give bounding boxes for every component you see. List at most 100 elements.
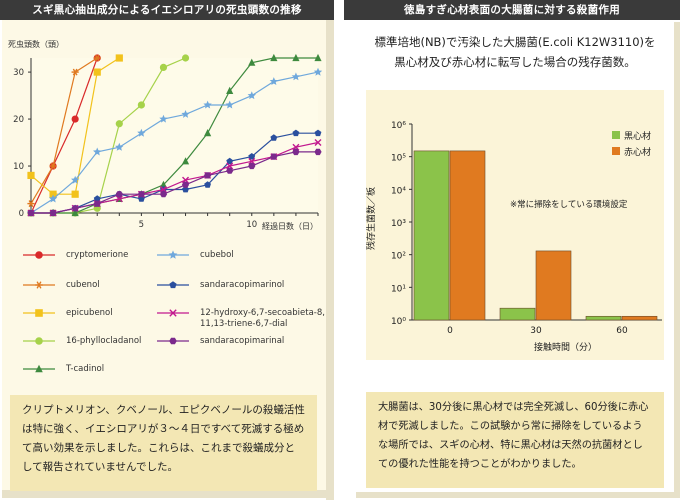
legend-swatch <box>23 364 55 373</box>
y-tick-label: 10² <box>391 252 406 262</box>
panel-shadow <box>2 490 326 498</box>
data-point <box>270 134 278 141</box>
data-point <box>248 58 256 66</box>
data-point <box>270 53 278 62</box>
data-point <box>93 147 102 156</box>
termite-line-chart: 死虫頭数（頭） 経過日数（日） 0 10 20 30 5 10 <box>8 39 323 231</box>
ecoli-bar-chart: 10⁰ 10¹ 10² 10³ 10⁴ 10⁵ 10⁶ 0 30 60 ※常に掃除をしている環境… <box>365 121 662 353</box>
data-point <box>248 153 256 160</box>
series-line <box>31 151 318 214</box>
data-point <box>35 364 43 373</box>
panel-shadow <box>674 22 680 498</box>
data-point <box>314 53 322 62</box>
legend-swatch <box>157 309 189 317</box>
legend-label: 16-phyllocladanol <box>66 336 142 346</box>
legend-label: sandaracopimarinol <box>200 280 285 290</box>
data-point <box>204 181 211 188</box>
x-tick-label: 10 <box>246 220 257 230</box>
data-point <box>35 281 43 289</box>
y-tick-label: 0 <box>19 209 24 219</box>
legend-swatch <box>157 281 189 289</box>
data-point <box>115 142 124 151</box>
cleaning-annotation: ※常に掃除をしている環境設定 <box>510 199 628 210</box>
data-point <box>269 77 278 85</box>
bar-red-heart <box>449 150 486 321</box>
data-point <box>27 209 35 217</box>
data-point <box>27 200 35 208</box>
data-point <box>71 68 79 76</box>
data-point <box>49 162 57 170</box>
legend-swatch <box>23 337 55 345</box>
data-point <box>226 86 234 94</box>
data-point <box>115 191 123 198</box>
termite-panel-header: スギ黒心抽出成分によるイエシロアリの死虫頭数の推移 <box>0 0 334 20</box>
bar-red-heart <box>621 315 658 321</box>
y-tick-label: 10⁶ <box>391 121 406 131</box>
legend-label: sandaracopimarinal <box>200 336 285 346</box>
data-point <box>137 128 146 137</box>
x-tick-label: 60 <box>616 326 628 336</box>
data-point <box>71 175 80 184</box>
data-point <box>115 120 123 128</box>
data-point <box>71 190 79 198</box>
data-point <box>27 171 35 180</box>
data-point <box>203 100 212 109</box>
data-point <box>71 205 79 212</box>
data-point <box>248 162 256 170</box>
data-point <box>169 309 177 317</box>
data-point <box>35 309 43 317</box>
y-tick-label: 10⁵ <box>391 154 406 164</box>
data-point <box>93 68 101 76</box>
y-tick-label: 30 <box>13 68 24 78</box>
data-point <box>71 115 79 123</box>
marker-stroke <box>50 162 56 170</box>
data-point <box>270 153 278 160</box>
termite-description: クリプトメリオン、クベノール、エピクベノールの殺蟻活性は特に強く、イエシロアリが… <box>10 395 317 491</box>
legend-label: T-cadinol <box>66 364 105 374</box>
y-tick-label: 10⁴ <box>391 186 406 196</box>
data-point <box>49 190 57 198</box>
data-point <box>115 54 123 62</box>
data-point <box>168 250 178 259</box>
x-tick-label: 0 <box>447 326 453 336</box>
data-point <box>35 337 43 345</box>
data-point <box>159 180 168 188</box>
y-axis-label: 死虫頭数（頭） <box>8 39 64 49</box>
legend-label: cryptomerione <box>66 250 129 260</box>
data-point <box>48 194 58 203</box>
series-line <box>30 57 98 214</box>
data-point <box>169 281 177 289</box>
data-point <box>137 191 145 198</box>
y-tick-label: 10 <box>13 162 24 172</box>
marker-stroke <box>94 54 100 62</box>
marker-stroke <box>28 200 34 208</box>
series-hexagon <box>27 148 322 217</box>
legend-swatch <box>612 131 620 139</box>
marker-stroke <box>169 309 177 317</box>
data-point <box>292 148 300 156</box>
data-point <box>49 209 57 217</box>
data-point <box>313 67 323 76</box>
legend-swatch <box>157 337 189 345</box>
y-tick-label: 20 <box>13 115 24 125</box>
data-point <box>292 129 300 137</box>
data-point <box>292 53 300 62</box>
x-axis-label: 接触時間（分） <box>534 341 597 353</box>
data-point <box>137 101 145 109</box>
legend-label: cubebol <box>200 250 234 260</box>
data-point <box>314 148 322 156</box>
y-tick-label: 10¹ <box>391 284 406 294</box>
bar-black-heart <box>585 315 622 321</box>
data-point <box>159 114 168 123</box>
bar-black-heart <box>413 150 450 321</box>
ecoli-description: 大腸菌は、30分後に黒心材では完全死滅し、60分後に赤心材で死滅しました。この試… <box>366 392 664 488</box>
panel-shadow <box>356 492 674 498</box>
legend-label: 赤心材 <box>624 146 651 158</box>
ecoli-panel: 徳島すぎ心材表面の大腸菌に対する殺菌作用 標準培地(NB)で汚染した大腸菌(E.… <box>344 0 680 502</box>
data-point <box>159 191 168 198</box>
y-tick-label: 10⁰ <box>391 317 406 327</box>
data-point <box>181 110 190 118</box>
data-point <box>169 337 177 345</box>
series-line <box>31 57 318 214</box>
